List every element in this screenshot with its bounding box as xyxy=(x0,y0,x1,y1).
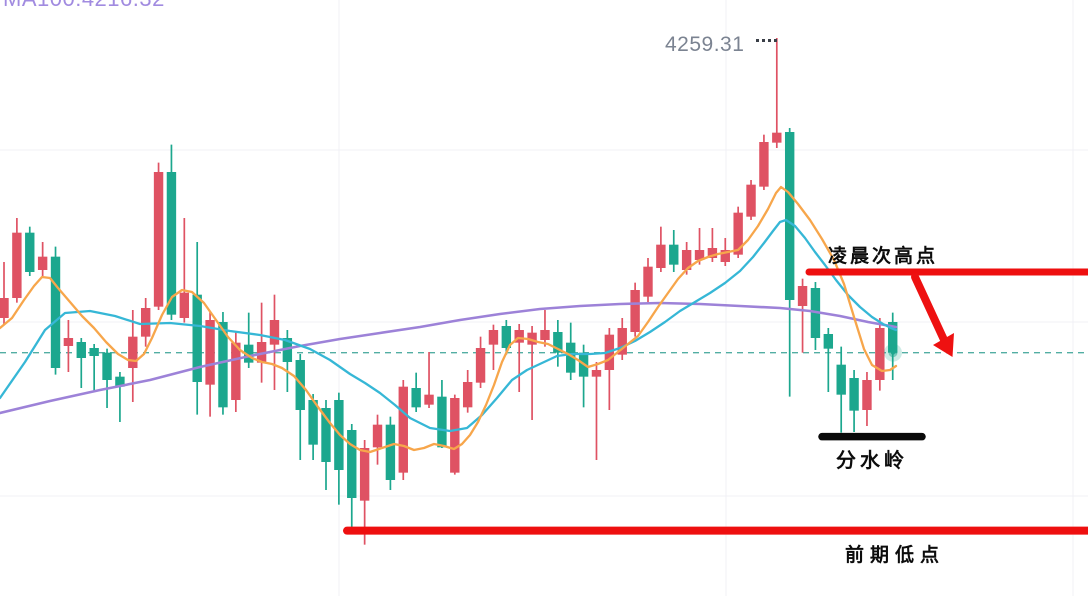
annotation-previous-low-label: 前期低点 xyxy=(845,545,946,566)
down-arrow-annotation xyxy=(911,273,954,357)
annotation-secondary-high-label: 凌晨次高点 xyxy=(828,246,939,267)
ma100-indicator-label: MA100:4216.32 xyxy=(3,0,165,10)
annotation-watershed-label: 分水岭 xyxy=(836,450,908,472)
high-price-label: 4259.31 xyxy=(665,33,745,56)
annotation-lines-layer xyxy=(343,268,1088,535)
last-price-glow-marker xyxy=(884,343,902,362)
moving-average-lines xyxy=(0,185,898,454)
candlestick-layer xyxy=(0,38,898,545)
high-label-leader-dots-icon xyxy=(756,39,777,42)
